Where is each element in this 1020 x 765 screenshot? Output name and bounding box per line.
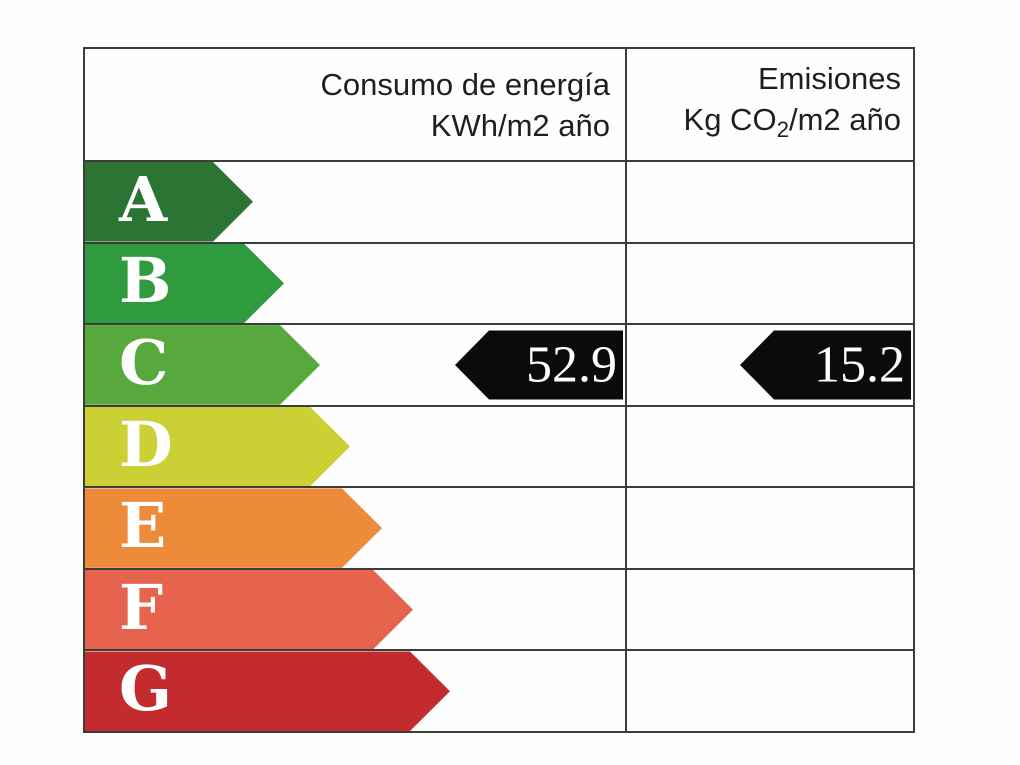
rating-grade-f: F: [119, 570, 164, 644]
rating-arrow-f: F: [85, 570, 413, 650]
emissions-value: 15.2: [814, 336, 905, 394]
rating-d-emissions-cell: [625, 406, 913, 487]
rating-g-energy-cell: G: [85, 651, 625, 731]
rating-a-emissions-cell: [625, 162, 913, 242]
rating-row-b: B: [85, 243, 913, 326]
rating-arrow-g: G: [85, 651, 450, 731]
rating-grade-d: D: [119, 407, 173, 481]
rating-row-d: D: [85, 406, 913, 489]
rating-e-emissions-cell: [625, 488, 913, 568]
table-header-row: Consumo de energía KWh/m2 año Emisiones …: [85, 49, 913, 162]
emissions-header-unit: Kg CO2/m2 año: [683, 102, 901, 143]
rating-grade-g: G: [119, 652, 172, 726]
rating-b-energy-cell: B: [85, 244, 625, 324]
rating-c-energy-cell: C 52.9: [85, 325, 625, 405]
rating-row-e: E: [85, 488, 913, 570]
consumption-header-title: Consumo de energía: [320, 66, 610, 102]
rating-e-energy-cell: E: [85, 488, 625, 568]
energy-certificate-table: Consumo de energía KWh/m2 año Emisiones …: [83, 47, 915, 733]
rating-grade-a: A: [119, 162, 168, 236]
consumption-value-arrow: 52.9: [455, 330, 623, 400]
rating-grade-c: C: [119, 325, 169, 399]
consumption-header-unit: KWh/m2 año: [430, 107, 610, 143]
rating-arrow-c: C: [85, 325, 320, 405]
rating-g-emissions-cell: [625, 651, 913, 732]
rating-arrow-e: E: [85, 488, 382, 568]
rating-grade-e: E: [119, 489, 167, 563]
emissions-header-title: Emisiones: [758, 61, 901, 97]
consumption-header: Consumo de energía KWh/m2 año: [85, 49, 625, 160]
rating-a-energy-cell: A: [85, 162, 625, 242]
rating-f-energy-cell: F: [85, 570, 625, 650]
rating-c-emissions-cell: 15.2: [625, 325, 913, 405]
rating-row-g: G: [85, 651, 913, 732]
rating-d-energy-cell: D: [85, 407, 625, 487]
rating-grade-b: B: [119, 244, 172, 318]
rating-b-emissions-cell: [625, 243, 913, 324]
rating-arrow-b: B: [85, 244, 284, 324]
consumption-value: 52.9: [526, 336, 617, 394]
emissions-value-arrow: 15.2: [740, 330, 911, 400]
rating-f-emissions-cell: [625, 569, 913, 650]
rating-row-f: F: [85, 569, 913, 652]
rating-row-a: A: [85, 162, 913, 244]
rating-row-c: C 52.9 15.2: [85, 325, 913, 407]
rating-arrow-d: D: [85, 407, 350, 487]
emissions-header: Emisiones Kg CO2/m2 año: [625, 49, 913, 160]
rating-arrow-a: A: [85, 162, 253, 242]
